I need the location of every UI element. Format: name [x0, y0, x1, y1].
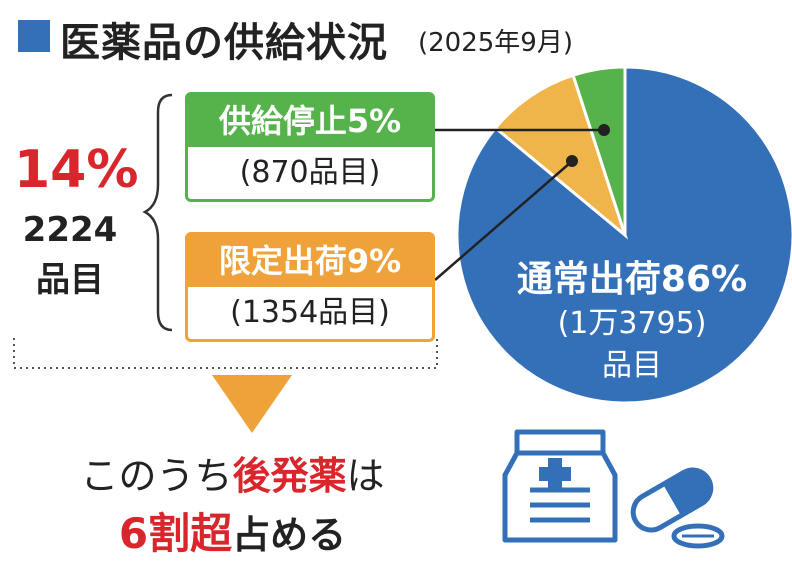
- limited-label: 限定出荷9%: [188, 235, 432, 287]
- limited-count: (1354品目): [230, 295, 390, 330]
- summary-count: 2224: [22, 210, 118, 250]
- dotted-bracket: [13, 338, 438, 369]
- pie-chart: [455, 65, 792, 405]
- summary-unit: 品目: [36, 260, 104, 300]
- note-occupies: 占める: [232, 513, 347, 557]
- brace: [142, 93, 173, 332]
- normal-count: (1万3795): [557, 306, 707, 341]
- normal-unit: 品目: [602, 348, 662, 383]
- limited-box: 限定出荷9% (1354品目): [185, 232, 435, 342]
- stopped-label: 供給停止5%: [188, 95, 432, 147]
- leader-line-limited: [434, 162, 571, 281]
- pie-slice-stopped: [571, 65, 627, 236]
- chart-title: 医薬品の供給状況: [60, 20, 388, 66]
- summary-percent: 14%: [14, 140, 139, 200]
- tablet-icon: [671, 523, 725, 549]
- note-line1: このうち後発薬は: [0, 445, 465, 500]
- note-emphasis-share: 6割超: [118, 509, 233, 558]
- stopped-box: 供給停止5% (870品目): [185, 92, 435, 202]
- stopped-count: (870品目): [239, 155, 381, 190]
- pie-slice-limited: [493, 73, 629, 240]
- leader-dot-stopped: [598, 124, 610, 136]
- note-emphasis-generic: 後発薬: [232, 454, 347, 498]
- title-square: [18, 20, 50, 52]
- medicine-bag-icon: [502, 429, 618, 543]
- normal-label: 通常出荷86%: [516, 259, 748, 300]
- leader-dot-limited: [566, 155, 578, 167]
- cross-icon: [539, 458, 571, 490]
- chart-date: (2025年9月): [418, 28, 573, 58]
- note-line2: 6割超占める: [0, 500, 465, 561]
- note-pre: このうち: [80, 454, 233, 498]
- note-post: は: [346, 454, 385, 498]
- capsule-icon: [630, 467, 714, 533]
- down-arrow-icon: [212, 375, 292, 433]
